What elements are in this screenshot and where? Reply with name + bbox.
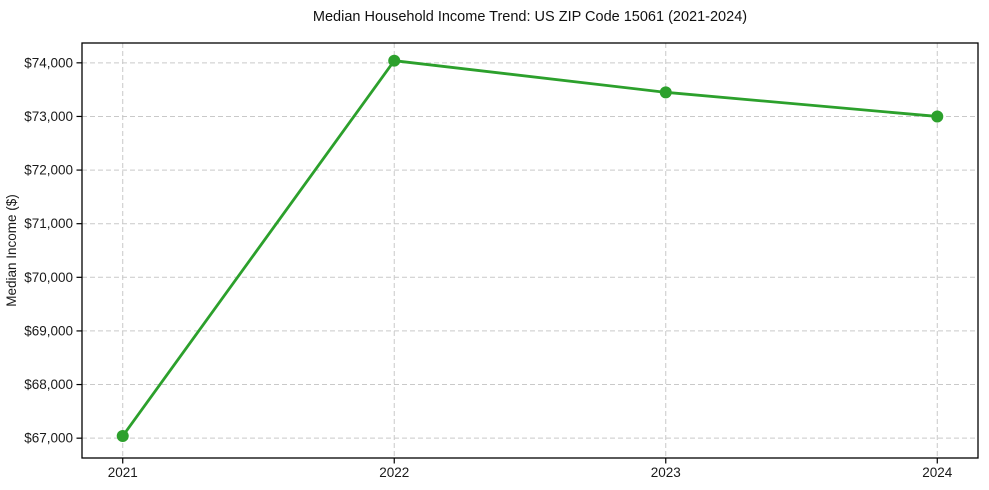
data-point (659, 86, 672, 99)
y-axis-label: Median Income ($) (4, 194, 19, 307)
data-point (388, 54, 401, 67)
x-tick-label: 2024 (922, 465, 953, 480)
y-tick-label: $69,000 (24, 323, 73, 338)
y-tick-label: $71,000 (24, 216, 73, 231)
y-tick-label: $67,000 (24, 431, 73, 446)
y-tick-label: $68,000 (24, 377, 73, 392)
data-point (116, 430, 129, 443)
y-tick-label: $73,000 (24, 109, 73, 124)
y-tick-label: $74,000 (24, 55, 73, 70)
x-tick-label: 2023 (651, 465, 681, 480)
data-line (121, 59, 939, 438)
y-tick-label: $70,000 (24, 270, 73, 285)
x-tick-label: 2021 (108, 465, 138, 480)
plot-area: $67,000 $68,000 $69,000 $70,000 $71,000 $72,0… (24, 42, 979, 480)
data-point (931, 110, 944, 123)
x-tick-label: 2022 (379, 465, 409, 480)
plot-border (81, 42, 979, 459)
y-tick-label: $72,000 (24, 163, 73, 178)
chart-title: Median Household Income Trend: US ZIP Co… (313, 9, 747, 25)
